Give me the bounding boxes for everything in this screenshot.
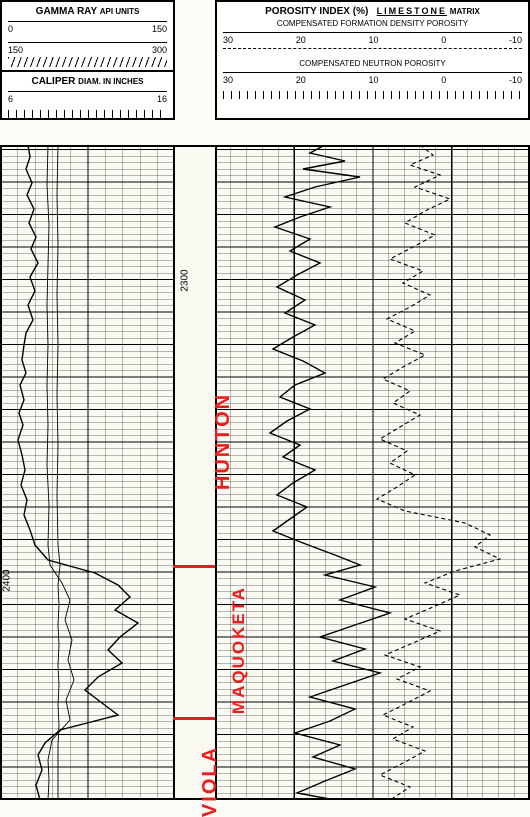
gamma-hatch [8, 57, 167, 67]
neut-n10: -10 [509, 75, 522, 85]
neutron-porosity-curve [377, 145, 500, 800]
gamma-title: GAMMA RAY API UNITS [8, 6, 167, 17]
caliper-min: 6 [8, 94, 13, 104]
gamma-ray-curve [18, 145, 138, 800]
dens-30: 30 [223, 35, 233, 45]
neutron-ticks [223, 91, 522, 99]
caliper-units: DIAM. IN INCHES [78, 77, 143, 86]
density-label: COMPENSATED FORMATION DENSITY POROSITY [223, 19, 522, 28]
left-curves-svg [0, 145, 175, 800]
matrix-label: LIMESTONE [377, 6, 447, 16]
depth-2400: 2400 [2, 569, 13, 591]
gamma-scale2-min: 150 [8, 45, 23, 55]
depth-border [175, 145, 215, 800]
caliper-scale: 6 16 [8, 91, 167, 104]
header-gap [175, 0, 215, 120]
density-scale: 30 20 10 0 -10 [223, 32, 522, 45]
formation-viola: VIOLA [199, 746, 222, 817]
depth-2300: 2300 [180, 269, 191, 291]
porosity-title: POROSITY INDEX (%) [265, 6, 368, 17]
log-tracks: 2300 2400 HUNTON MAQUOKETA VIOLA [0, 145, 530, 800]
depth-track [175, 145, 215, 800]
dens-20: 20 [296, 35, 306, 45]
neut-20: 20 [296, 75, 306, 85]
formation-maquoketa: MAQUOKETA [229, 586, 249, 714]
dens-n10: -10 [509, 35, 522, 45]
formation-hunton: HUNTON [212, 393, 235, 490]
caliper-header: CALIPER DIAM. IN INCHES 6 16 [0, 72, 175, 120]
right-curves-svg [215, 145, 530, 800]
caliper-title-text: CALIPER [31, 76, 75, 87]
dens-10: 10 [368, 35, 378, 45]
caliper-curve [47, 145, 74, 800]
caliper-ticks [8, 110, 167, 118]
gamma-scale1-min: 0 [8, 24, 13, 34]
porosity-title-row: POROSITY INDEX (%) LIMESTONE MATRIX [223, 6, 522, 17]
dens-0: 0 [441, 35, 446, 45]
porosity-header: POROSITY INDEX (%) LIMESTONE MATRIX COMP… [215, 0, 530, 120]
caliper-max: 16 [157, 94, 167, 104]
matrix-suffix: MATRIX [450, 7, 480, 16]
neutron-scale: 30 20 10 0 -10 [223, 72, 522, 85]
caliper-title: CALIPER DIAM. IN INCHES [8, 76, 167, 87]
header-row: GAMMA RAY API UNITS 0 150 150 300 CALIPE… [0, 0, 530, 120]
gamma-ray-header: GAMMA RAY API UNITS 0 150 150 300 [0, 0, 175, 72]
gamma-scale2-max: 300 [152, 45, 167, 55]
gamma-units: API UNITS [100, 7, 140, 16]
neut-0: 0 [441, 75, 446, 85]
header-track-gap [0, 120, 530, 145]
gamma-scale-1: 0 150 [8, 21, 167, 34]
gamma-scale-2: 150 300 [8, 42, 167, 55]
formation-boundary-1 [173, 565, 215, 568]
gamma-title-text: GAMMA RAY [36, 6, 97, 17]
neut-30: 30 [223, 75, 233, 85]
secondary-curve [57, 145, 60, 800]
formation-boundary-2 [173, 717, 215, 720]
density-porosity-curve [270, 145, 390, 800]
neut-10: 10 [368, 75, 378, 85]
left-header-stack: GAMMA RAY API UNITS 0 150 150 300 CALIPE… [0, 0, 175, 120]
neutron-label: COMPENSATED NEUTRON POROSITY [223, 59, 522, 68]
right-track [215, 145, 530, 800]
gamma-scale1-max: 150 [152, 24, 167, 34]
left-track [0, 145, 175, 800]
